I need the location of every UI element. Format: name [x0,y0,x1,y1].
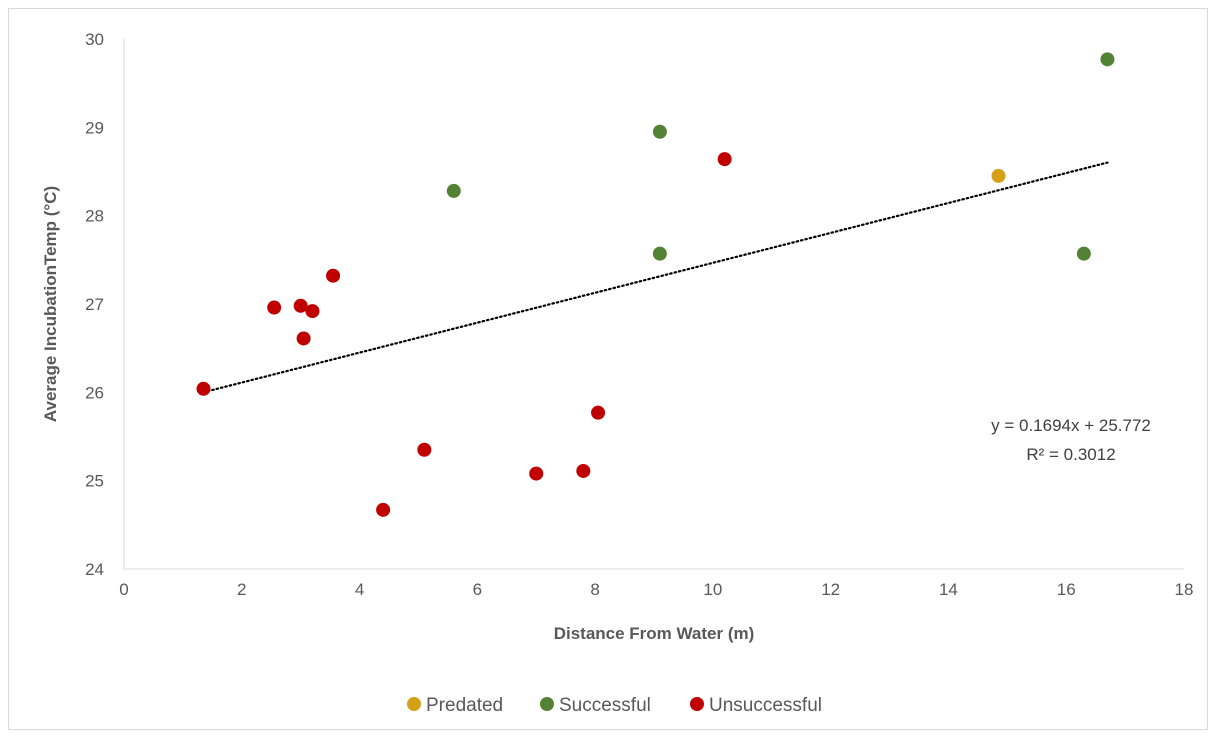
legend-label-successful: Successful [559,695,651,716]
x-tick-label: 18 [1175,580,1194,599]
legend: Predated Successful Unsuccessful [407,695,822,716]
x-tick-label: 2 [237,580,246,599]
y-tick-label: 29 [85,118,104,137]
x-tick-label: 8 [590,580,599,599]
x-tick-labels: 0 2 4 6 8 10 12 14 16 18 [119,580,1193,599]
y-axis-title: Average IncubationTemp (°C) [41,186,60,422]
data-points [196,52,1115,517]
predated-point [991,168,1006,183]
y-tick-label: 26 [85,383,104,402]
y-tick-label: 30 [85,30,104,49]
legend-label-unsuccessful: Unsuccessful [709,695,822,716]
trendline-equation: y = 0.1694x + 25.772 [991,416,1151,435]
unsuccessful-point [376,502,391,517]
unsuccessful-point [529,466,544,481]
legend-marker-predated [407,697,421,711]
x-tick-label: 4 [355,580,364,599]
y-tick-label: 25 [85,472,104,491]
chart-area: 0 2 4 6 8 10 12 14 16 18 24 25 26 27 28 29 30 Distance … [8,8,1208,730]
unsuccessful-point [293,298,308,313]
x-tick-label: 16 [1057,580,1076,599]
trendline-r-squared: R² = 0.3012 [1026,445,1115,464]
unsuccessful-point [267,300,282,315]
unsuccessful-point [296,331,311,346]
y-tick-labels: 24 25 26 27 28 29 30 [85,30,104,579]
unsuccessful-point [591,405,606,420]
successful-point [652,246,667,261]
successful-point [446,183,461,198]
successful-point [652,124,667,139]
y-tick-label: 24 [85,560,104,579]
y-tick-label: 28 [85,207,104,226]
x-tick-label: 12 [821,580,840,599]
legend-marker-successful [540,697,554,711]
axes [123,39,1184,570]
unsuccessful-point [326,268,341,283]
x-tick-label: 0 [119,580,128,599]
successful-point [1100,52,1115,67]
unsuccessful-point [305,304,320,319]
successful-point [1076,246,1091,261]
x-tick-label: 14 [939,580,958,599]
unsuccessful-point [717,152,732,167]
unsuccessful-point [417,442,432,457]
x-tick-label: 6 [473,580,482,599]
x-axis-title: Distance From Water (m) [554,624,755,643]
legend-label-predated: Predated [426,695,503,716]
unsuccessful-point [576,463,591,478]
x-tick-label: 10 [703,580,722,599]
unsuccessful-point [196,381,211,396]
legend-marker-unsuccessful [690,697,704,711]
trendline [202,161,1109,394]
y-tick-label: 27 [85,295,104,314]
